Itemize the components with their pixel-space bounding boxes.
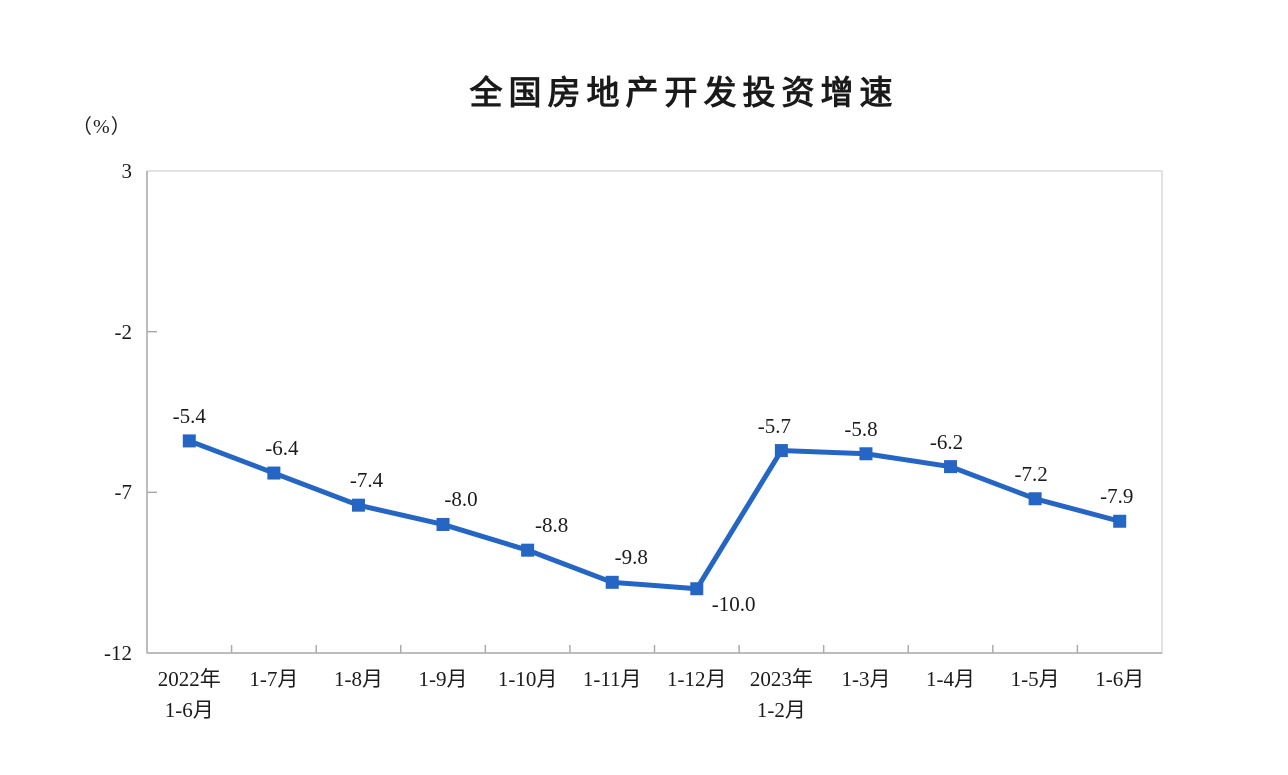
chart-title: 全国房地产开发投资增速: [469, 74, 899, 111]
x-axis-tick-label: 1-11月: [582, 667, 642, 691]
x-axis-tick-label: 1-9月: [418, 667, 468, 691]
data-point-marker: [182, 434, 196, 448]
x-axis-tick-label: 2023年 1-2月: [749, 667, 813, 722]
data-label: -5.8: [844, 416, 878, 441]
data-label: -7.9: [1100, 484, 1134, 509]
data-point-marker: [1113, 514, 1127, 528]
x-axis-tick-label: 1-6月: [1095, 667, 1145, 691]
data-label: -8.0: [444, 487, 478, 512]
data-point-marker: [944, 460, 958, 474]
data-point-marker: [436, 517, 450, 531]
x-axis-tick-label: 1-10月: [497, 667, 558, 691]
x-axis-tick-label: 1-4月: [926, 667, 976, 691]
x-axis-tick-label: 1-12月: [667, 667, 727, 691]
data-point-marker: [1028, 492, 1042, 506]
data-label: -8.8: [535, 513, 569, 538]
x-axis-tick-label: 2022年 1-6月: [157, 667, 221, 722]
y-axis-tick-label: -7: [114, 480, 133, 505]
data-label: -5.7: [757, 413, 791, 438]
data-label: -7.4: [349, 468, 384, 493]
y-axis-unit-label: （%）: [72, 116, 132, 138]
data-point-marker: [521, 543, 535, 557]
x-axis-tick-label: 1-3月: [841, 667, 891, 691]
y-axis-tick-label: 3: [121, 159, 133, 183]
plot-border: [146, 170, 1163, 654]
data-point-marker: [605, 575, 619, 589]
x-axis-tick-label: 1-5月: [1010, 667, 1060, 691]
data-point-marker: [774, 444, 788, 458]
y-axis-tick-label: -12: [104, 641, 132, 665]
y-axis-tick-label: -2: [114, 319, 133, 344]
data-label: -7.2: [1014, 461, 1048, 486]
data-point-marker: [267, 466, 281, 480]
data-label: -10.0: [711, 591, 756, 616]
x-axis-tick-label: 1-8月: [333, 667, 383, 691]
series-line: [188, 438, 1121, 592]
data-point-marker: [859, 447, 873, 461]
data-label: -6.4: [265, 436, 299, 461]
data-label: -6.2: [929, 429, 964, 454]
x-axis-tick-label: 1-7月: [249, 667, 299, 691]
data-label: -9.8: [614, 545, 648, 570]
data-label: -5.4: [172, 403, 206, 428]
data-point-marker: [690, 582, 704, 596]
data-point-marker: [351, 498, 365, 512]
